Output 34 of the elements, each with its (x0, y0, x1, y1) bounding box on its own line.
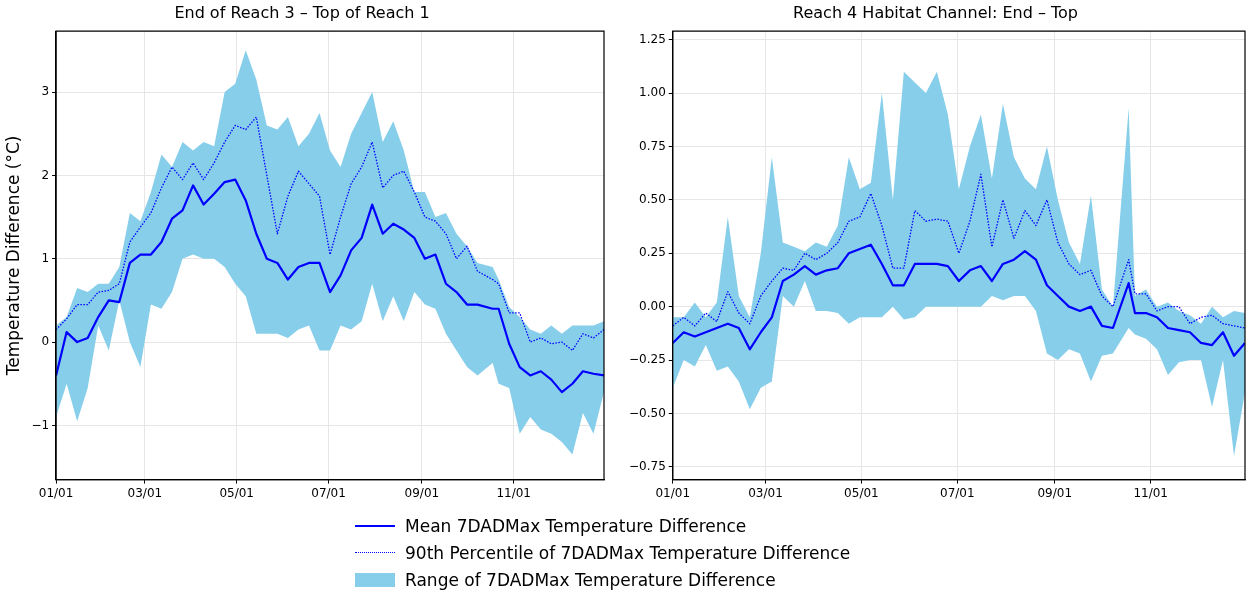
y-tick-label: −1 (31, 417, 50, 432)
y-tick-label: 1.25 (639, 31, 666, 46)
legend-label: Mean 7DADMax Temperature Difference (405, 515, 747, 536)
x-tick-label: 03/01 (127, 485, 163, 500)
legend-label: Range of 7DADMax Temperature Difference (405, 569, 776, 590)
y-tick-label: 3 (41, 84, 50, 99)
y-tick-label: 0 (41, 334, 50, 349)
line-series (672, 173, 1245, 329)
y-tick-label: 0.25 (639, 245, 666, 260)
x-tick-label: 05/01 (219, 485, 255, 500)
legend-label: 90th Percentile of 7DADMax Temperature Difference (405, 542, 851, 563)
y-tick-label: −0.50 (628, 405, 666, 420)
y-tick-label: 0.00 (639, 298, 666, 313)
y-tick-label: 0.75 (639, 138, 666, 153)
y-tick-label: 0.50 (639, 192, 666, 207)
y-tick-label: 1.00 (639, 85, 666, 100)
y-axis-title: Temperature Difference (°C) (2, 135, 23, 377)
chart-title: End of Reach 3 – Top of Reach 1 (174, 2, 430, 22)
line-series (56, 116, 604, 352)
x-tick-label: 03/01 (748, 485, 783, 500)
x-tick-label: 11/01 (1133, 485, 1168, 500)
y-tick-label: −0.75 (628, 458, 666, 473)
x-tick-label: 01/01 (38, 485, 74, 500)
chart-title: Reach 4 Habitat Channel: End – Top (793, 2, 1078, 22)
x-tick-label: 09/01 (1037, 485, 1073, 500)
y-tick-label: 1 (41, 250, 50, 265)
x-tick-label: 05/01 (844, 485, 879, 500)
y-tick-label: 2 (41, 167, 50, 182)
x-tick-label: 09/01 (404, 485, 440, 500)
x-tick-label: 01/01 (655, 485, 691, 500)
x-tick-label: 11/01 (496, 485, 531, 500)
x-tick-label: 07/01 (940, 485, 975, 500)
y-tick-label: −0.25 (628, 352, 666, 367)
x-tick-label: 07/01 (311, 485, 346, 500)
